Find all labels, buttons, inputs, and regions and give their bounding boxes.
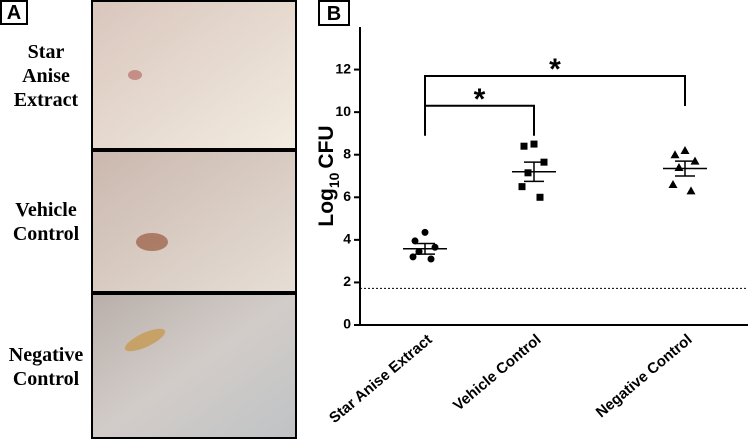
panel-label-box [318,0,350,26]
panel-label: B [327,3,341,25]
significance-bracket [424,74,686,106]
data-point [520,142,528,150]
panel-b: B Log10CFU [315,0,350,227]
y-label-sub: 10 [326,172,342,188]
y-tick-label: 0 [343,316,351,332]
y-label-unit: CFU [315,125,338,168]
wound [128,70,142,80]
row-label: Extract [14,89,79,111]
data-point [530,140,538,148]
data-point [409,253,417,261]
data-point [421,228,429,236]
x-tick-label: Star Anise Extract [326,331,435,427]
x-tick-label: Negative Control [593,331,696,421]
photo [91,293,297,439]
x-tick-label: Vehicle Control [450,331,545,414]
error-bar [415,242,435,255]
data-point [524,169,532,177]
data-point [518,183,526,191]
significance-label: * [474,83,486,116]
data-point [431,243,439,251]
y-label-base: Log [315,188,338,226]
row-label: Control [13,368,80,390]
data-point [536,193,544,201]
wound [136,233,168,251]
error-bar [675,160,695,177]
significance-label: * [549,53,561,86]
photo [91,0,297,150]
panel-label: A [7,2,21,24]
y-tick-label: 12 [335,60,351,76]
row-label: Star [28,41,65,63]
panel-label-box [0,0,28,25]
data-point [674,162,684,171]
data-point [427,255,435,263]
panel-a: A [0,0,297,439]
row-label: Negative [9,344,84,366]
data-point [411,237,419,245]
data-point [668,180,678,189]
y-tick-label: 2 [343,273,351,289]
wound [124,328,166,352]
y-tick-label: 8 [343,145,351,161]
photo [91,150,297,293]
data-point [670,150,680,159]
row-label: Vehicle [15,199,77,221]
row-label: Anise [22,65,70,87]
error-bar [524,161,544,183]
data-point [415,248,423,256]
row-label: Control [13,223,80,245]
row-labels: StarAniseExtractVehicleControlNegativeCo… [9,41,84,390]
y-tick-label: 6 [343,188,351,204]
y-axis-label: Log10 CFU [315,125,342,226]
data-point [680,145,690,154]
significance-bracket [424,104,535,136]
data-point [686,186,696,195]
y-tick-label: 4 [343,231,351,247]
y-tick-label: 10 [335,103,351,119]
